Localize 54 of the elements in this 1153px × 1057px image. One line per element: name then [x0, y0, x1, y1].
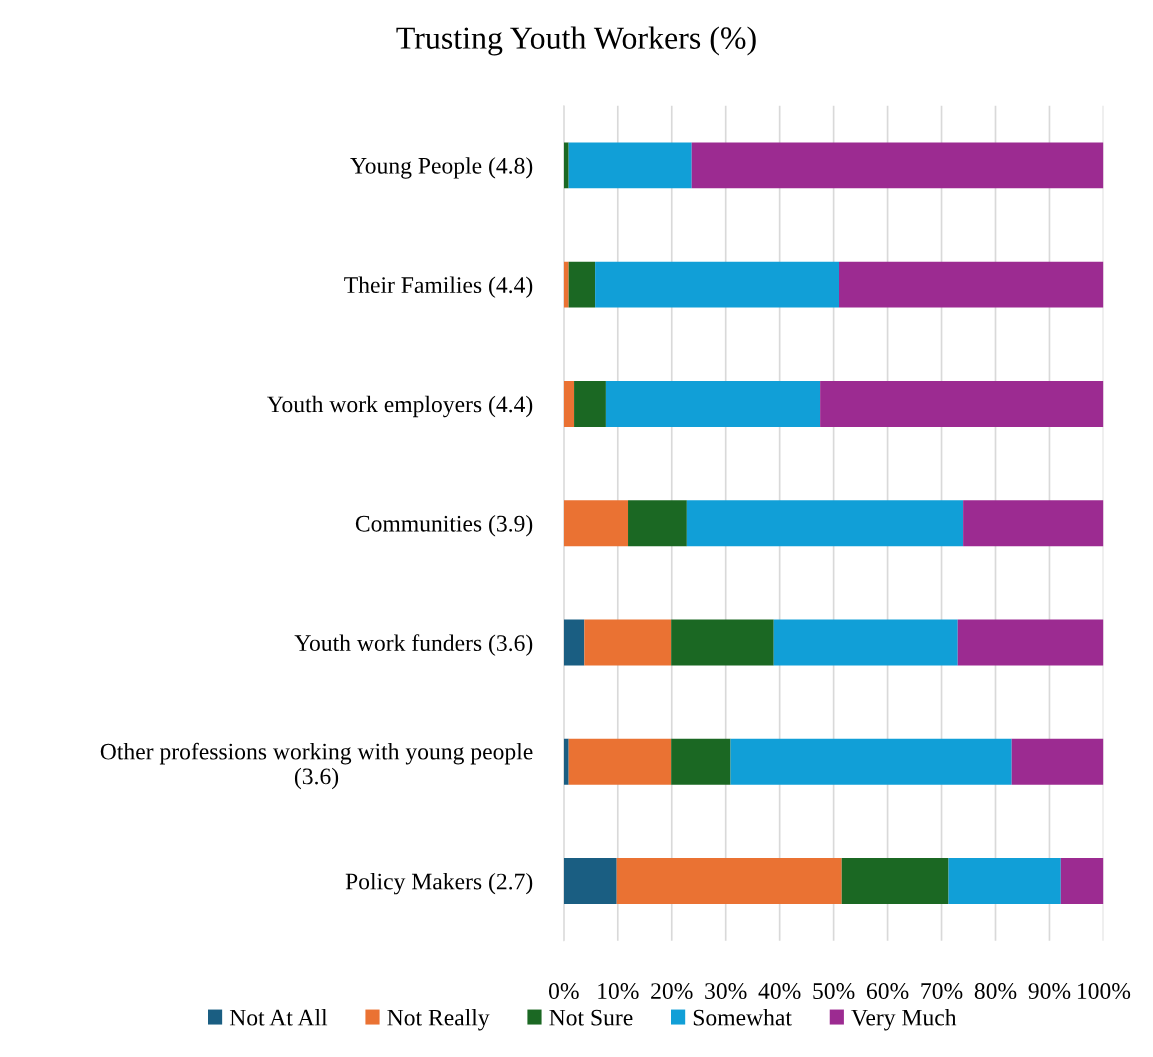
- x-tick-label: 40%: [758, 983, 801, 1000]
- bar: [563, 142, 569, 189]
- bar: [563, 261, 569, 308]
- bar: [957, 619, 1104, 666]
- x-tick-label: 90%: [1028, 983, 1071, 1000]
- bar: [1011, 738, 1104, 785]
- bar: [628, 500, 687, 547]
- bar: [563, 500, 629, 547]
- bar: [730, 738, 1012, 785]
- bar: [948, 858, 1061, 905]
- chart-title: Trusting Youth Workers (%): [396, 26, 756, 56]
- bar: [568, 261, 596, 308]
- bar: [671, 619, 774, 666]
- legend-label: Somewhat: [693, 1008, 792, 1026]
- bar: [671, 738, 731, 785]
- y-tick-label: Communities (3.9): [355, 515, 533, 537]
- x-tick-label: 0%: [548, 983, 579, 1000]
- bar: [574, 380, 606, 427]
- bar: [839, 261, 1104, 308]
- y-tick-label: Policy Makers (2.7): [345, 872, 533, 895]
- bar: [584, 619, 672, 666]
- bar: [1060, 858, 1104, 905]
- bar: [563, 619, 585, 666]
- bar: [820, 380, 1104, 427]
- bar: [563, 380, 575, 427]
- x-tick-label: 80%: [974, 983, 1017, 1000]
- bar: [568, 142, 692, 189]
- x-tick-label: 50%: [813, 983, 855, 1000]
- bar: [563, 738, 569, 785]
- legend-label: Not Sure: [549, 1009, 633, 1026]
- bar: [773, 619, 958, 666]
- legend-label: Very Much: [851, 1008, 957, 1031]
- y-tick-label: Other professions working with young people (3.6): [100, 742, 533, 790]
- x-tick-label: 10%: [598, 983, 639, 1000]
- y-tick-label: Their Families (4.4): [344, 276, 533, 298]
- legend-label: Not At All: [229, 1008, 328, 1026]
- legend-label: Not Really: [387, 1008, 490, 1031]
- bar: [963, 500, 1104, 547]
- x-tick-label: 60%: [866, 983, 909, 1000]
- bar: [568, 738, 672, 785]
- y-tick-label: Youth work employers (4.4): [267, 395, 533, 418]
- y-tick-label: Youth work funders (3.6): [294, 634, 533, 656]
- bar: [595, 261, 840, 308]
- bar: [605, 380, 821, 427]
- y-tick-label: Young People (4.8): [350, 157, 533, 179]
- x-tick-label: 30%: [705, 983, 747, 1000]
- bar: [686, 500, 964, 547]
- bar: [563, 858, 617, 905]
- x-tick-label: 20%: [651, 983, 693, 1000]
- bar: [691, 142, 1104, 189]
- bar: [841, 858, 949, 905]
- bar: [616, 858, 842, 905]
- x-tick-label: 100%: [1077, 983, 1131, 1000]
- x-tick-label: 70%: [921, 983, 963, 1000]
